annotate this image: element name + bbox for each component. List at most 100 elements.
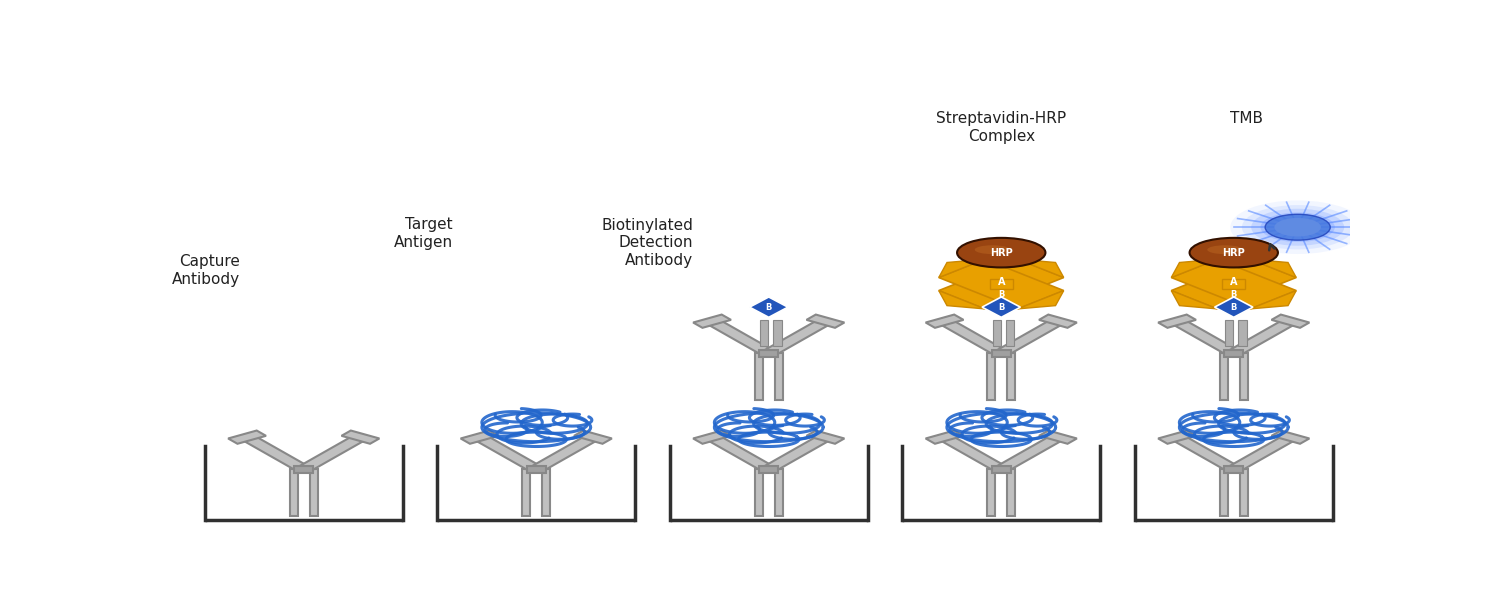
Polygon shape [762,435,832,471]
Polygon shape [1272,314,1310,328]
Polygon shape [926,431,963,444]
Bar [990,280,1012,289]
Polygon shape [1017,290,1064,309]
Text: TMB: TMB [1230,110,1263,125]
Polygon shape [926,314,963,328]
Polygon shape [1017,259,1064,278]
Polygon shape [240,435,310,471]
Bar [1007,353,1016,400]
Circle shape [1260,212,1335,242]
Polygon shape [939,290,986,309]
Text: HRP: HRP [1222,248,1245,257]
Polygon shape [1040,314,1077,328]
Bar [526,466,546,473]
Polygon shape [938,319,1008,355]
Polygon shape [1172,259,1218,278]
Text: HRP: HRP [990,248,1012,257]
Bar [290,469,298,515]
Polygon shape [1227,435,1298,471]
Bar [774,320,782,346]
Circle shape [1251,209,1344,246]
Bar [1239,320,1246,346]
Bar [774,469,783,515]
Circle shape [1230,200,1365,254]
Polygon shape [574,431,612,444]
Circle shape [1264,214,1330,240]
Ellipse shape [1208,245,1242,254]
Bar [987,469,996,515]
Polygon shape [1250,290,1296,309]
Bar [759,466,778,473]
Ellipse shape [975,245,1010,254]
Ellipse shape [957,238,1046,268]
Polygon shape [693,314,730,328]
Polygon shape [297,435,368,471]
Bar [1007,469,1016,515]
Polygon shape [1170,319,1240,355]
Polygon shape [1215,297,1252,317]
Polygon shape [1158,314,1196,328]
Polygon shape [939,259,986,278]
Bar [1224,466,1244,473]
Bar [294,466,314,473]
Bar [774,353,783,400]
Polygon shape [460,431,498,444]
Bar [309,469,318,515]
Text: B: B [998,302,1005,311]
Bar [992,466,1011,473]
Circle shape [1242,205,1353,250]
Bar [760,320,768,346]
Polygon shape [1158,431,1196,444]
Polygon shape [228,431,266,444]
Polygon shape [530,435,600,471]
Bar [1226,320,1233,346]
Ellipse shape [1190,238,1278,268]
Text: Target
Antigen: Target Antigen [393,217,453,250]
Polygon shape [994,319,1065,355]
Bar [993,320,1000,346]
Polygon shape [939,259,1064,309]
Bar [1220,353,1228,400]
Bar [754,353,764,400]
Text: B: B [998,290,1005,299]
Bar [754,469,764,515]
Polygon shape [994,435,1065,471]
Polygon shape [939,259,1064,309]
Text: Capture
Antibody: Capture Antibody [171,254,240,287]
Bar [1220,469,1228,515]
Text: B: B [765,302,772,311]
Polygon shape [693,431,730,444]
Polygon shape [472,435,543,471]
Polygon shape [750,297,788,317]
Bar [987,353,996,400]
Polygon shape [807,431,844,444]
Polygon shape [1040,431,1077,444]
Polygon shape [1272,431,1310,444]
Polygon shape [1170,435,1240,471]
Bar [759,350,778,357]
Polygon shape [762,319,832,355]
Bar [1239,353,1248,400]
Bar [542,469,550,515]
Text: Streptavidin-HRP
Complex: Streptavidin-HRP Complex [936,111,1066,143]
Text: A: A [998,277,1005,287]
Bar [522,469,531,515]
Polygon shape [1250,259,1296,278]
Text: Biotinylated
Detection
Antibody: Biotinylated Detection Antibody [602,218,693,268]
Text: A: A [1230,277,1238,287]
Bar [1224,350,1244,357]
Bar [1222,280,1245,289]
Circle shape [1275,218,1322,236]
Polygon shape [807,314,844,328]
Polygon shape [705,435,776,471]
Polygon shape [1172,290,1218,309]
Polygon shape [938,435,1008,471]
Bar [1007,320,1014,346]
Polygon shape [982,297,1020,317]
Bar [992,350,1011,357]
Polygon shape [342,431,380,444]
Polygon shape [705,319,776,355]
Polygon shape [1172,259,1296,309]
Bar [1239,469,1248,515]
Polygon shape [1172,259,1296,309]
